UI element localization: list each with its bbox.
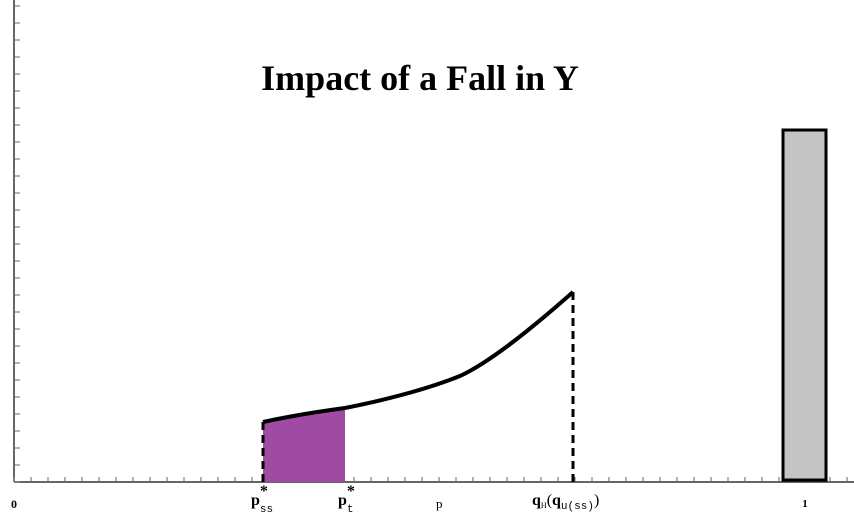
label-base: p	[251, 492, 260, 509]
label-sup: *	[347, 483, 355, 500]
axis-ticks	[13, 5, 848, 483]
label-sub: ss	[260, 504, 273, 516]
bar	[781, 128, 828, 482]
label-sub: H	[541, 501, 547, 510]
origin-label: 0	[11, 497, 17, 511]
label-close: )	[594, 492, 599, 509]
label-inner-sub: u(ss)	[561, 501, 594, 513]
label-base: p	[338, 492, 347, 509]
shaded-area	[263, 408, 345, 482]
q-label: qH(qu(ss))	[532, 492, 599, 513]
title: Impact of a Fall in Y	[261, 58, 579, 98]
label-base: q	[532, 492, 541, 509]
p-label: p	[436, 496, 443, 511]
label-inner-base: q	[552, 492, 561, 509]
p-t-label: p* t	[338, 483, 355, 516]
curve	[262, 290, 575, 424]
label-sub: t	[347, 504, 354, 516]
p-ss-label: p* ss	[251, 483, 273, 516]
one-label: 1	[802, 498, 808, 510]
label-open: (	[547, 492, 552, 509]
label-sup: *	[260, 483, 268, 500]
